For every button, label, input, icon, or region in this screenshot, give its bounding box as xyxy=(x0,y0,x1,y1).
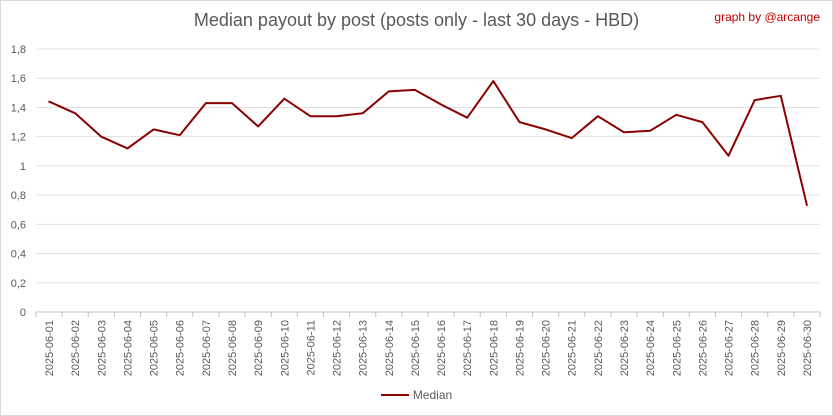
data-point xyxy=(231,102,233,104)
y-axis-ticks: 0 0,2 0,4 0,6 0,8 1 1,2 1,4 1,6 1,8 xyxy=(11,44,26,319)
data-point xyxy=(780,94,782,97)
x-tick-label: 2025-06-16 xyxy=(436,320,448,376)
x-tick-label: 2025-06-02 xyxy=(70,320,82,376)
x-tick-label: 2025-06-19 xyxy=(514,320,526,376)
gridlines xyxy=(35,48,821,317)
data-point xyxy=(570,137,573,139)
y-tick-label: 0,2 xyxy=(11,278,26,290)
data-point xyxy=(361,112,364,115)
legend-label-median: Median xyxy=(412,387,453,402)
y-tick-label: 0,4 xyxy=(11,249,26,261)
data-point xyxy=(257,125,259,128)
legend-swatch-median xyxy=(380,393,409,396)
data-point xyxy=(283,97,286,100)
data-point xyxy=(335,115,338,118)
data-point xyxy=(649,130,651,132)
data-point xyxy=(178,134,181,137)
y-tick-label: 0,8 xyxy=(11,190,26,202)
x-tick-label: 2025-06-04 xyxy=(122,320,134,376)
legend: Median xyxy=(0,387,833,402)
y-tick-label: 0,6 xyxy=(11,219,26,231)
x-tick-label: 2025-06-27 xyxy=(724,320,736,376)
data-point xyxy=(727,154,730,157)
x-tick-label: 2025-06-13 xyxy=(358,320,370,376)
data-point xyxy=(675,113,678,116)
x-tick-label: 2025-06-07 xyxy=(201,320,213,376)
x-tick-label: 2025-06-17 xyxy=(462,320,474,376)
data-point xyxy=(100,135,103,138)
data-point xyxy=(414,89,416,91)
x-tick-label: 2025-06-12 xyxy=(332,320,344,376)
x-tick-label: 2025-06-28 xyxy=(750,320,762,376)
x-tick-label: 2025-06-05 xyxy=(149,320,161,376)
data-point xyxy=(623,131,625,134)
y-tick-label: 0 xyxy=(20,307,26,319)
x-tick-label: 2025-06-25 xyxy=(671,320,683,376)
chart-credit: graph by @arcange xyxy=(714,10,820,24)
x-tick-label: 2025-06-22 xyxy=(593,320,605,376)
data-point xyxy=(597,115,599,118)
x-tick-label: 2025-06-15 xyxy=(410,320,422,376)
data-point xyxy=(152,128,155,131)
data-point xyxy=(309,115,312,118)
x-tick-label: 2025-06-03 xyxy=(96,320,108,376)
x-tick-label: 2025-06-21 xyxy=(567,320,579,376)
x-tick-label: 2025-06-06 xyxy=(175,320,187,376)
y-tick-label: 1 xyxy=(20,161,26,173)
y-tick-label: 1,4 xyxy=(11,102,26,114)
y-tick-label: 1,8 xyxy=(11,44,26,56)
y-tick-label: 1,2 xyxy=(11,132,26,144)
x-tick-label: 2025-06-01 xyxy=(44,320,56,376)
x-tick-label: 2025-06-30 xyxy=(802,320,814,376)
data-point xyxy=(388,90,390,93)
x-tick-label: 2025-06-24 xyxy=(645,320,657,376)
x-tick-label: 2025-06-23 xyxy=(619,320,631,376)
data-point xyxy=(806,204,808,207)
data-point xyxy=(544,128,547,131)
data-point xyxy=(205,102,207,104)
x-tick-label: 2025-06-18 xyxy=(488,320,500,376)
data-point xyxy=(126,147,129,150)
data-point xyxy=(492,80,495,82)
data-point xyxy=(74,112,76,115)
x-axis-ticks: 2025-06-01 2025-06-02 2025-06-03 2025-06-04… xyxy=(44,320,814,376)
x-tick-label: 2025-06-26 xyxy=(697,320,709,376)
data-point xyxy=(518,121,521,123)
series-line-median xyxy=(48,80,808,206)
x-tick-label: 2025-06-14 xyxy=(384,320,396,376)
x-tick-label: 2025-06-11 xyxy=(305,320,317,375)
data-point xyxy=(753,99,756,101)
x-tick-label: 2025-06-29 xyxy=(776,320,788,376)
x-tick-label: 2025-06-08 xyxy=(227,320,239,376)
chart-title: Median payout by post (posts only - last… xyxy=(193,10,640,30)
x-tick-label: 2025-06-10 xyxy=(279,320,291,376)
data-point xyxy=(701,121,704,123)
data-point xyxy=(48,100,50,103)
x-tick-label: 2025-06-09 xyxy=(253,320,265,376)
data-point xyxy=(440,103,442,106)
x-tick-label: 2025-06-20 xyxy=(541,320,553,376)
series-layer xyxy=(48,80,808,207)
data-point xyxy=(466,116,469,119)
y-tick-label: 1,6 xyxy=(11,73,26,85)
